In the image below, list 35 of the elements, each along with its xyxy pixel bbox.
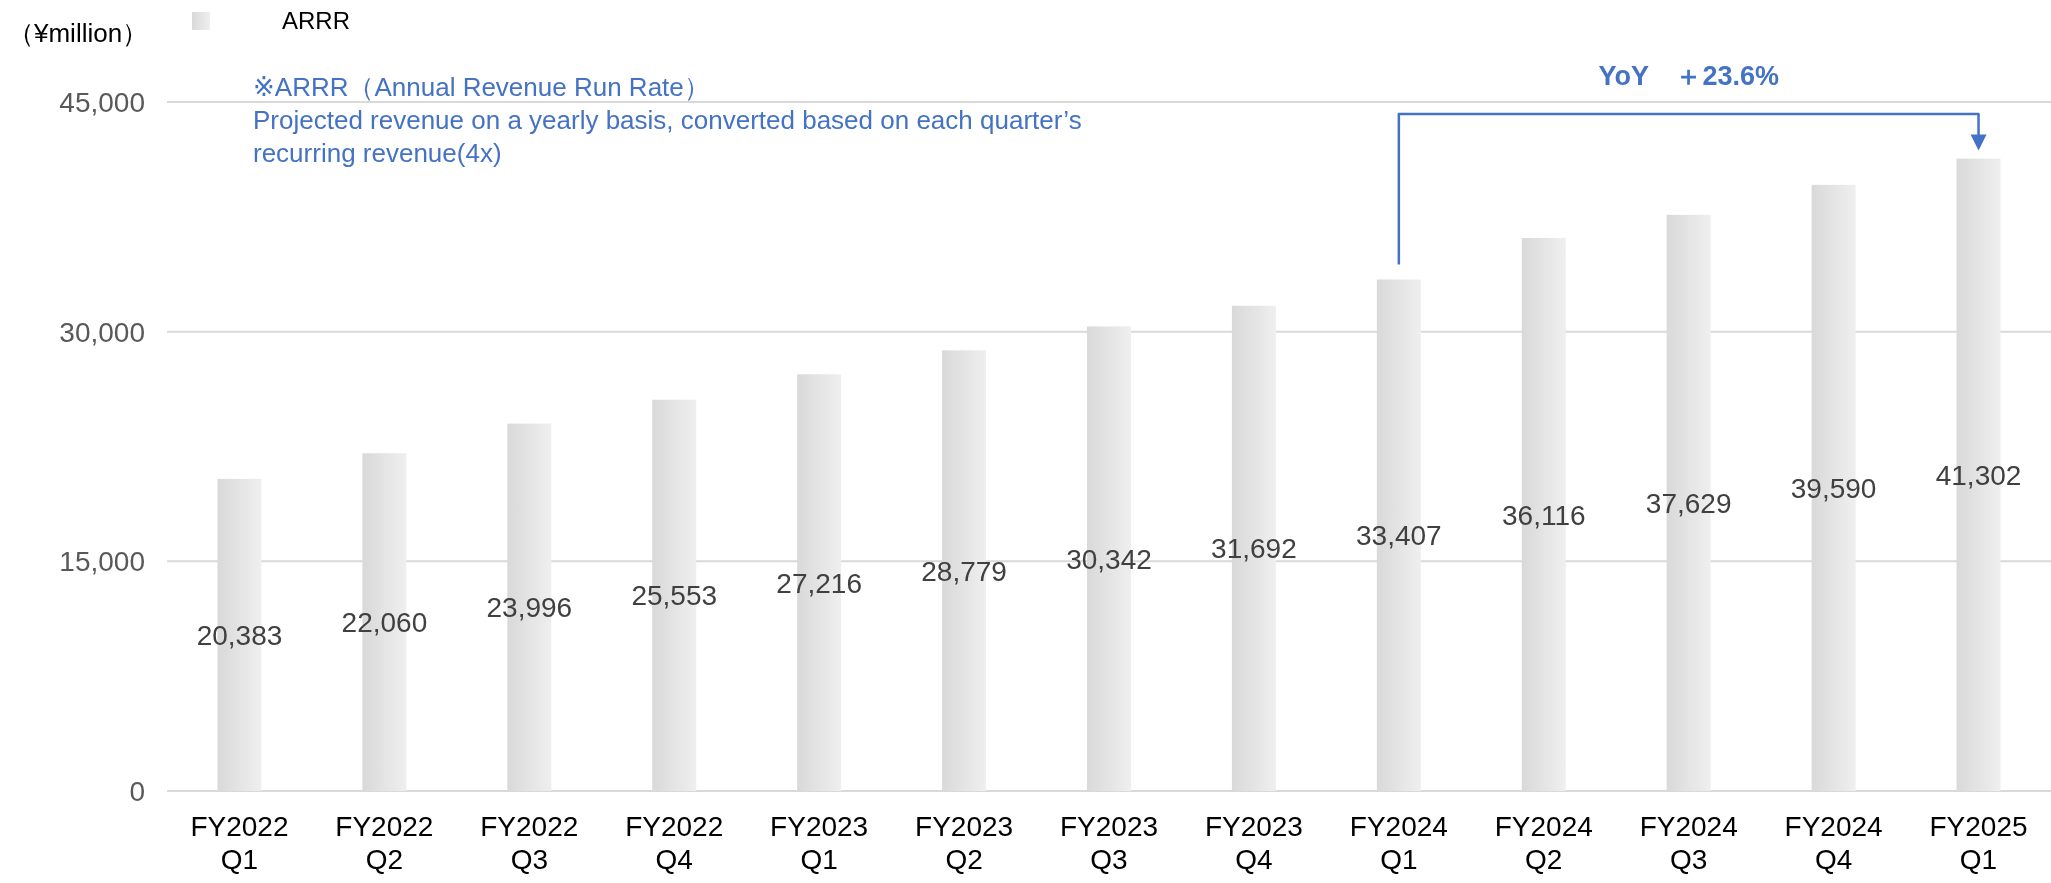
- x-tick-label: FY2022 Q2: [335, 811, 434, 875]
- y-tick-label: 15,000: [59, 546, 145, 578]
- x-tick-label: FY2022 Q1: [190, 811, 289, 875]
- y-tick-label: 45,000: [59, 87, 145, 118]
- x-tick-label: FY2023 Q2: [915, 811, 1014, 875]
- x-tick-label: FY2022 Q3: [480, 811, 579, 875]
- data-label: 36,116: [1501, 499, 1586, 531]
- data-label: 37,629: [1645, 487, 1732, 519]
- x-tick-label: FY2024 Q1: [1349, 811, 1448, 875]
- x-tick-label: FY2023 Q3: [1059, 811, 1159, 875]
- data-label: 25,553: [631, 580, 718, 612]
- data-label: 39,590: [1790, 472, 1877, 504]
- x-tick-label: FY2024 Q2: [1494, 811, 1593, 875]
- x-tick-label: FY2025 Q1: [1929, 811, 2028, 875]
- data-label: 33,407: [1356, 520, 1442, 552]
- x-tick-label: FY2023 Q1: [770, 811, 869, 875]
- data-label: 27,216: [776, 567, 862, 599]
- data-label: 31,692: [1211, 533, 1297, 565]
- annotation: Projected revenue on a yearly basis, converted based on each quarter’s recurring revenue(4x): [253, 105, 1082, 168]
- y-tick-label: 30,000: [59, 316, 145, 348]
- data-label: 41,302: [1935, 459, 2022, 491]
- data-label: 28,779: [921, 555, 1007, 587]
- data-label: 20,383: [196, 619, 283, 651]
- y-axis-title: （¥million）: [8, 18, 149, 48]
- x-tick-label: FY2024 Q3: [1639, 811, 1738, 875]
- data-label: 30,342: [1066, 543, 1152, 575]
- y-tick-label: 0: [129, 776, 145, 807]
- text: YoY ＋23.6%: [1598, 61, 1779, 91]
- legend: ARRR: [192, 7, 350, 34]
- x-tick-label: FY2023 Q4: [1204, 811, 1303, 875]
- data-label: 23,996: [486, 592, 573, 624]
- data-label: 22,060: [341, 607, 428, 639]
- x-tick-label: FY2024 Q4: [1784, 811, 1883, 875]
- text: ※ARRR（Annual Revenue Run Rate）: [253, 72, 710, 102]
- x-tick-label: FY2022 Q4: [625, 811, 724, 875]
